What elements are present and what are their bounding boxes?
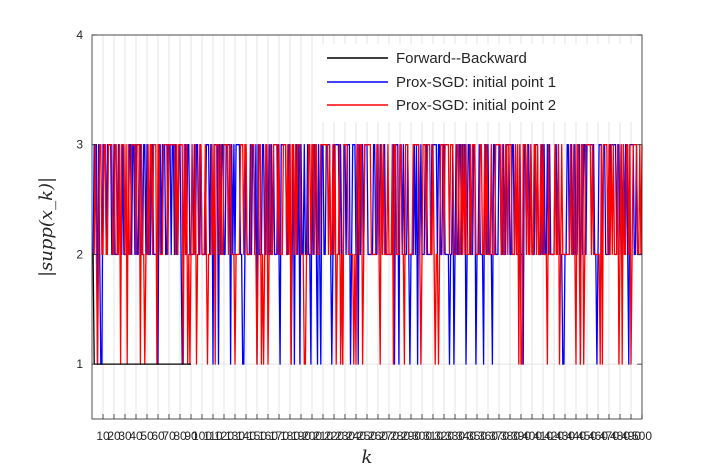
x-tick-label: 40 [129, 429, 143, 443]
legend-label-prox-sgd-1: Prox-SGD: initial point 1 [396, 74, 556, 91]
x-tick-label: 80 [173, 429, 187, 443]
x-tick-label: 60 [151, 429, 165, 443]
x-tick-label: 350 [467, 429, 487, 443]
x-tick-label: 120 [214, 429, 234, 443]
x-tick-label: 270 [379, 429, 399, 443]
x-tick-label: 460 [588, 429, 608, 443]
x-tick-label: 310 [423, 429, 443, 443]
x-tick-label: 380 [500, 429, 520, 443]
x-axis-label: k [362, 447, 373, 468]
x-tick-label: 200 [302, 429, 322, 443]
y-axis-label: |supp(x_k)| [36, 177, 57, 277]
x-tick-label: 420 [544, 429, 564, 443]
x-tick-label: 130 [225, 429, 245, 443]
x-tick-label: 190 [291, 429, 311, 443]
x-axis-ticks: 1020304050607080901001101201301401501601… [96, 414, 652, 443]
legend-label-prox-sgd-2: Prox-SGD: initial point 2 [396, 97, 556, 114]
x-tick-label: 110 [203, 429, 222, 443]
x-tick-label: 220 [324, 429, 344, 443]
legend-box [318, 44, 634, 122]
x-tick-label: 370 [489, 429, 509, 443]
x-tick-label: 180 [280, 429, 300, 443]
x-tick-label: 500 [632, 429, 652, 443]
x-tick-label: 90 [184, 429, 198, 443]
x-tick-label: 340 [456, 429, 476, 443]
x-tick-label: 240 [346, 429, 366, 443]
x-tick-label: 160 [258, 429, 278, 443]
x-tick-label: 140 [236, 429, 256, 443]
x-tick-label: 410 [533, 429, 553, 443]
legend-label-forward-backward: Forward--Backward [396, 50, 527, 67]
y-tick-label: 1 [76, 357, 83, 371]
series-line-prox-sgd-initial-point-2 [93, 144, 643, 365]
x-tick-label: 10 [96, 429, 110, 443]
legend: Forward--Backward Prox-SGD: initial poin… [318, 44, 634, 122]
x-tick-label: 50 [140, 429, 154, 443]
x-tick-label: 170 [269, 429, 289, 443]
y-tick-label: 4 [76, 28, 83, 42]
x-tick-label: 260 [368, 429, 388, 443]
y-axis-ticks: 1 2 3 4 [76, 28, 642, 371]
x-tick-label: 290 [401, 429, 421, 443]
x-tick-label: 430 [555, 429, 575, 443]
x-tick-label: 360 [478, 429, 498, 443]
x-tick-label: 440 [566, 429, 586, 443]
x-tick-label: 480 [610, 429, 630, 443]
x-tick-label: 70 [162, 429, 176, 443]
x-tick-label: 490 [621, 429, 641, 443]
x-tick-label: 390 [511, 429, 531, 443]
x-tick-label: 330 [445, 429, 465, 443]
x-tick-label: 100 [192, 429, 212, 443]
y-tick-label: 2 [76, 247, 83, 261]
x-tick-label: 300 [412, 429, 432, 443]
x-tick-label: 150 [247, 429, 267, 443]
x-tick-label: 280 [390, 429, 410, 443]
x-tick-label: 250 [357, 429, 377, 443]
x-tick-label: 400 [522, 429, 542, 443]
x-tick-label: 470 [599, 429, 619, 443]
x-tick-label: 210 [313, 429, 333, 443]
x-tick-label: 20 [107, 429, 121, 443]
y-tick-label: 3 [76, 138, 83, 152]
x-tick-label: 230 [335, 429, 355, 443]
x-tick-label: 30 [118, 429, 132, 443]
x-tick-label: 450 [577, 429, 597, 443]
x-tick-label: 320 [434, 429, 454, 443]
